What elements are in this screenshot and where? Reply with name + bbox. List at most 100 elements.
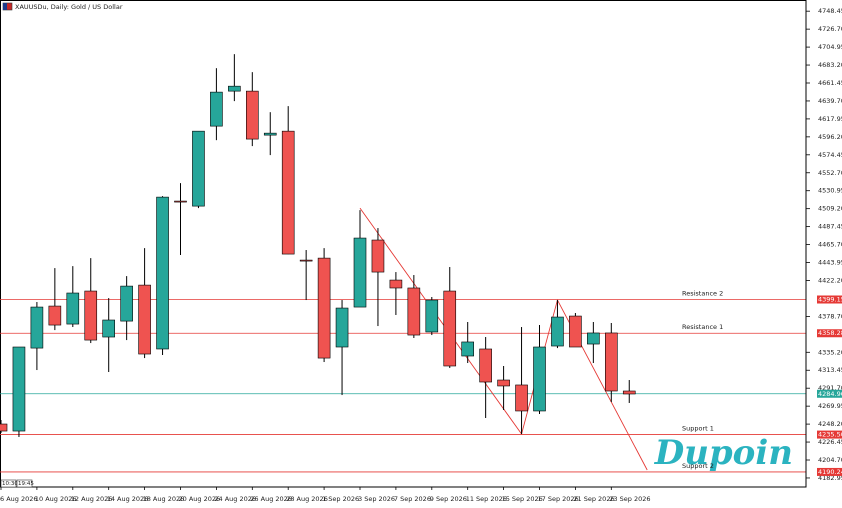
y-tick-label: 4574.45 (818, 151, 842, 159)
y-tick-label: 4726.70 (818, 25, 842, 33)
y-tick-label: 4465.70 (818, 241, 842, 249)
time-box (16, 479, 33, 488)
y-tick-label: 4704.95 (818, 43, 842, 51)
y-tick-label: 4617.95 (818, 115, 842, 123)
symbol-icon-part (3, 3, 7, 10)
price-tag (817, 329, 842, 338)
x-tick-label: 20 Aug 2026 (179, 495, 221, 503)
candle-body (246, 90, 259, 140)
time-box (0, 479, 17, 488)
candle-body (263, 132, 277, 136)
y-tick-label: 4422.20 (818, 276, 842, 284)
x-tick-label: 7 Sep 2026 (394, 495, 431, 503)
candle-body (353, 237, 367, 308)
candle-body (210, 91, 223, 127)
candle-body (497, 379, 510, 387)
x-tick-label: 12 Aug 2026 (71, 495, 113, 503)
candle-body (551, 316, 564, 347)
x-tick-label: 26 Aug 2026 (250, 495, 292, 503)
x-tick-label: 10 Aug 2026 (35, 495, 77, 503)
x-tick-label: 11 Sep 2026 (466, 495, 507, 503)
x-tick-label: 14 Aug 2026 (107, 495, 149, 503)
candle-body (299, 259, 313, 262)
price-tag (817, 389, 842, 398)
time-label: 19:45 (18, 481, 34, 487)
price-tag-label: 4399.15 (818, 296, 842, 304)
price-tag-label: 4235.50 (818, 431, 842, 439)
chart-title: XAUUSDu, Daily: Gold / US Dollar (15, 3, 123, 11)
y-tick-label: 4291.70 (818, 384, 842, 392)
level-name: Resistance 1 (682, 323, 723, 331)
candle-body (407, 287, 421, 336)
y-tick-label: 4530.95 (818, 187, 842, 195)
watermark: Dupoin (654, 433, 793, 473)
candle-body (479, 348, 492, 383)
price-tag-label: 4190.24 (818, 468, 842, 476)
y-tick-label: 4509.20 (818, 205, 842, 213)
candle-body (443, 290, 457, 367)
candle-body (533, 346, 546, 412)
plot-frame (0, 0, 807, 488)
candle-body (120, 285, 133, 322)
level-name: Resistance 2 (682, 290, 723, 298)
y-tick-label: 4639.70 (818, 97, 842, 105)
candle-body (0, 423, 8, 432)
candle-body (174, 200, 187, 203)
y-tick-label: 4661.45 (818, 79, 842, 87)
x-tick-label: 6 Aug 2026 (0, 495, 38, 503)
x-tick-label: 9 Sep 2026 (430, 495, 467, 503)
candle-body (102, 319, 115, 338)
candle-body (622, 390, 636, 395)
x-tick-label: 15 Sep 2026 (502, 495, 543, 503)
y-tick-label: 4683.20 (818, 61, 842, 69)
y-tick-label: 4313.45 (818, 366, 842, 374)
candle-body (317, 257, 331, 359)
y-tick-label: 4443.95 (818, 259, 842, 267)
candle-body (425, 299, 439, 333)
candle-body (587, 332, 600, 345)
x-tick-label: 24 Aug 2026 (214, 495, 256, 503)
candle-body (84, 290, 98, 341)
candle-body (192, 130, 205, 207)
price-tag (817, 295, 842, 304)
candle-body (48, 305, 62, 326)
candle-body (515, 384, 528, 412)
y-tick-label: 4248.20 (818, 420, 842, 428)
candle-body (461, 341, 475, 357)
y-tick-label: 4269.95 (818, 402, 842, 410)
y-tick-label: 4378.70 (818, 312, 842, 320)
candle-body (569, 315, 582, 348)
x-tick-label: 1 Sep 2026 (322, 495, 359, 503)
candle-body (138, 284, 151, 355)
y-tick-label: 4182.95 (818, 474, 842, 482)
price-tag-label: 4284.96 (818, 390, 842, 398)
y-tick-label: 4596.20 (818, 133, 842, 141)
price-tag (817, 430, 842, 439)
plot-area (0, 54, 806, 473)
candle-body (389, 279, 403, 289)
y-tick-label: 4204.70 (818, 456, 842, 464)
y-tick-label: 4487.45 (818, 223, 842, 231)
candle-body (281, 130, 295, 255)
x-tick-label: 23 Sep 2026 (609, 495, 650, 503)
x-tick-label: 18 Aug 2026 (143, 495, 185, 503)
y-tick-label: 4748.45 (818, 7, 842, 15)
x-tick-label: 28 Aug 2026 (286, 495, 328, 503)
candle-body (335, 307, 349, 348)
price-tag (817, 467, 842, 476)
time-label: 10:30 (2, 481, 18, 487)
candle-body (156, 196, 169, 350)
candle-body (30, 306, 44, 349)
price-tag-label: 4358.28 (818, 329, 842, 337)
x-tick-label: 21 Sep 2026 (573, 495, 614, 503)
x-tick-label: 3 Sep 2026 (358, 495, 395, 503)
y-tick-label: 4335.20 (818, 348, 842, 356)
candle-body (371, 239, 385, 273)
candle-body (604, 332, 618, 392)
candle-body (228, 85, 241, 92)
candle-body (66, 292, 80, 325)
y-tick-label: 4226.45 (818, 438, 842, 446)
y-tick-label: 4552.70 (818, 169, 842, 177)
